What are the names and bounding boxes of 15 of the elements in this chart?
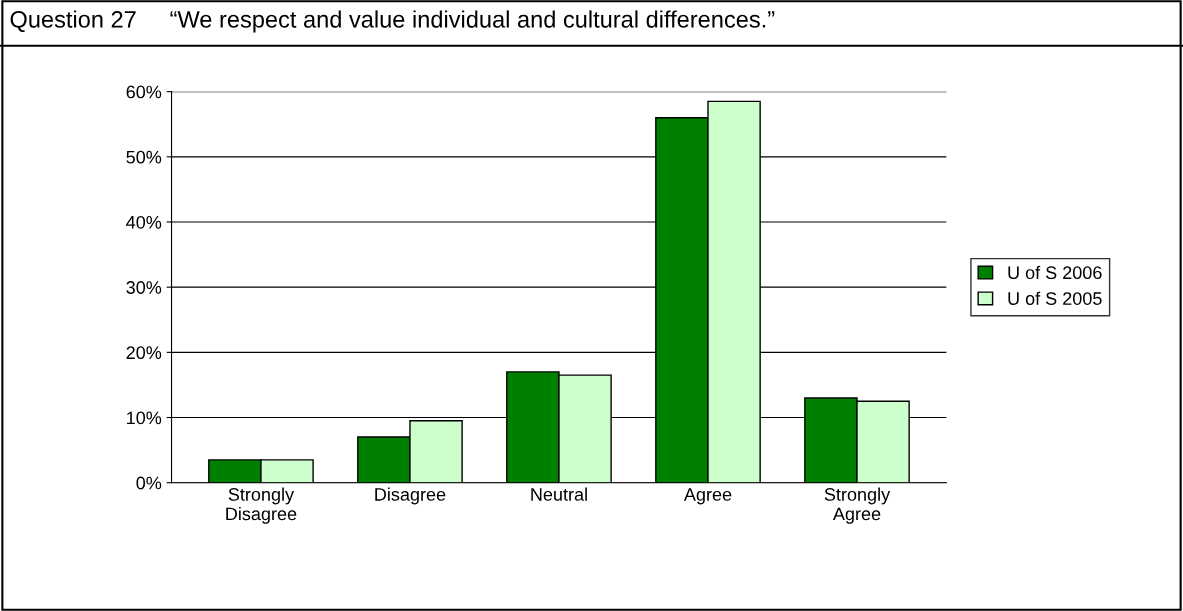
legend-label: U of S 2005 bbox=[1008, 291, 1102, 305]
y-tick-label: 60% bbox=[126, 85, 162, 99]
y-tick-label: 50% bbox=[126, 150, 162, 164]
chart-title: Question 27 “We respect and value individual and cultural differences.” bbox=[10, 10, 775, 33]
y-tick-label: 20% bbox=[126, 346, 162, 360]
x-tick-label: Strongly Disagree bbox=[226, 487, 297, 524]
x-tick-label: Disagree bbox=[375, 487, 446, 505]
legend-label: U of S 2006 bbox=[1008, 265, 1102, 280]
y-tick-label: 0% bbox=[136, 476, 162, 490]
y-tick-label: 10% bbox=[127, 411, 162, 425]
x-tick-label: Strongly Agree bbox=[824, 487, 891, 524]
x-tick-label: Agree bbox=[683, 488, 732, 505]
y-tick-label: 30% bbox=[126, 281, 162, 294]
x-tick-label: Neutral bbox=[531, 487, 587, 501]
y-tick-label: 40% bbox=[126, 215, 162, 229]
